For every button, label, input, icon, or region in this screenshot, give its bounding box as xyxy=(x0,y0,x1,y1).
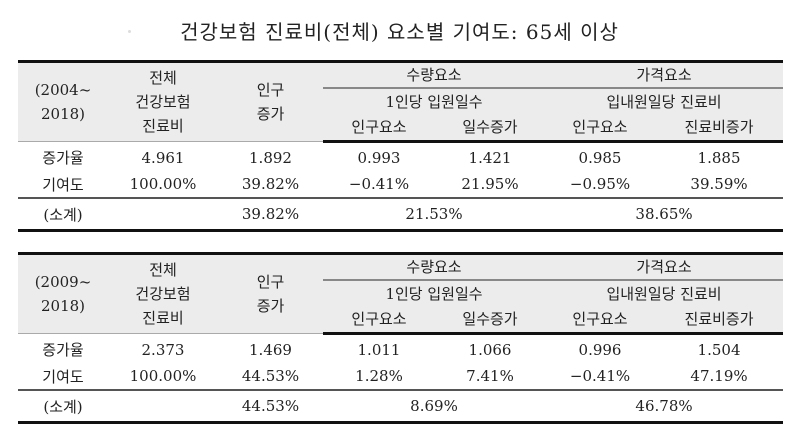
row-label: 기여도 xyxy=(18,171,108,199)
col-header: 진료비증가 xyxy=(655,305,784,335)
subtotal-quantity: 21.53% xyxy=(323,197,546,232)
quantity-subheader: 1인당 입원일수 xyxy=(323,279,546,306)
subtotal-row: (소계) 44.53% 8.69% 46.78% xyxy=(18,389,784,424)
cell: 0.993 xyxy=(323,141,435,171)
cell: 4.961 xyxy=(108,141,218,171)
quantity-header: 수량요소 xyxy=(323,60,546,89)
table-row: 증가율 2.373 1.469 1.011 1.066 0.996 1.504 xyxy=(18,333,784,363)
cell: 2.373 xyxy=(108,333,218,363)
subtotal-row: (소계) 39.82% 21.53% 38.65% xyxy=(18,197,784,232)
cell: 1.504 xyxy=(655,333,784,363)
period-header: (2004~ 2018) xyxy=(18,60,108,142)
row-label: 증가율 xyxy=(18,333,108,363)
total-header: 전체 건강보험 진료비 xyxy=(108,60,218,142)
total-header: 전체 건강보험 진료비 xyxy=(108,252,218,334)
cell: 0.985 xyxy=(545,141,656,171)
col-header: 인구요소 xyxy=(323,113,435,143)
row-label: 기여도 xyxy=(18,363,108,391)
price-header: 가격요소 xyxy=(545,60,784,89)
subtotal-label: (소계) xyxy=(18,389,108,424)
decorative-dot xyxy=(128,30,131,33)
cell: 1.011 xyxy=(323,333,435,363)
cell: 100.00% xyxy=(108,171,218,199)
cell: 21.95% xyxy=(435,171,546,199)
cell: −0.41% xyxy=(545,363,656,391)
row-label: 증가율 xyxy=(18,141,108,171)
subtotal-price: 46.78% xyxy=(545,389,784,424)
col-header: 인구요소 xyxy=(323,305,435,335)
cell: 7.41% xyxy=(435,363,546,391)
contribution-table: (2004~ 2018) 전체 건강보험 진료비 인구 증가 수량요소 가격요소 1인당… xyxy=(18,60,784,232)
population-header: 인구 증가 xyxy=(218,252,323,334)
price-header: 가격요소 xyxy=(545,252,784,281)
contribution-table: (2009~ 2018) 전체 건강보험 진료비 인구 증가 수량요소 가격요소 1인당… xyxy=(18,252,784,424)
table-row: 기여도 100.00% 39.82% −0.41% 21.95% −0.95% 39.59% xyxy=(18,171,784,199)
quantity-header: 수량요소 xyxy=(323,252,546,281)
subtotal-price: 38.65% xyxy=(545,197,784,232)
cell: 1.892 xyxy=(218,141,323,171)
subtotal-quantity: 8.69% xyxy=(323,389,546,424)
price-subheader: 입내원일당 진료비 xyxy=(545,279,784,306)
cell: 44.53% xyxy=(218,363,323,391)
col-header: 일수증가 xyxy=(435,305,546,335)
cell: 1.066 xyxy=(435,333,546,363)
page-title: 건강보험 진료비(전체) 요소별 기여도: 65세 이상 xyxy=(180,20,619,44)
price-subheader: 입내원일당 진료비 xyxy=(545,87,784,114)
cell: 1.885 xyxy=(655,141,784,171)
subtotal-label: (소계) xyxy=(18,197,108,232)
col-header: 인구요소 xyxy=(545,305,656,335)
period-header: (2009~ 2018) xyxy=(18,252,108,334)
subtotal-pop: 44.53% xyxy=(218,389,323,424)
subtotal-pop: 39.82% xyxy=(218,197,323,232)
cell: 47.19% xyxy=(655,363,784,391)
col-header: 일수증가 xyxy=(435,113,546,143)
cell: 1.421 xyxy=(435,141,546,171)
cell: 39.59% xyxy=(655,171,784,199)
col-header: 진료비증가 xyxy=(655,113,784,143)
col-header: 인구요소 xyxy=(545,113,656,143)
population-header: 인구 증가 xyxy=(218,60,323,142)
cell: −0.41% xyxy=(323,171,435,199)
cell: 0.996 xyxy=(545,333,656,363)
table-row: 기여도 100.00% 44.53% 1.28% 7.41% −0.41% 47.19% xyxy=(18,363,784,391)
quantity-subheader: 1인당 입원일수 xyxy=(323,87,546,114)
cell: 1.469 xyxy=(218,333,323,363)
table-row: 증가율 4.961 1.892 0.993 1.421 0.985 1.885 xyxy=(18,141,784,171)
cell: −0.95% xyxy=(545,171,656,199)
cell: 39.82% xyxy=(218,171,323,199)
cell: 100.00% xyxy=(108,363,218,391)
cell: 1.28% xyxy=(323,363,435,391)
